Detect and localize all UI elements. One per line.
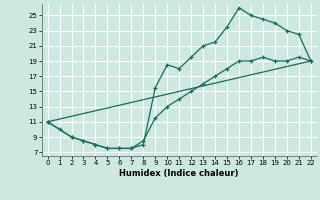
X-axis label: Humidex (Indice chaleur): Humidex (Indice chaleur) — [119, 169, 239, 178]
